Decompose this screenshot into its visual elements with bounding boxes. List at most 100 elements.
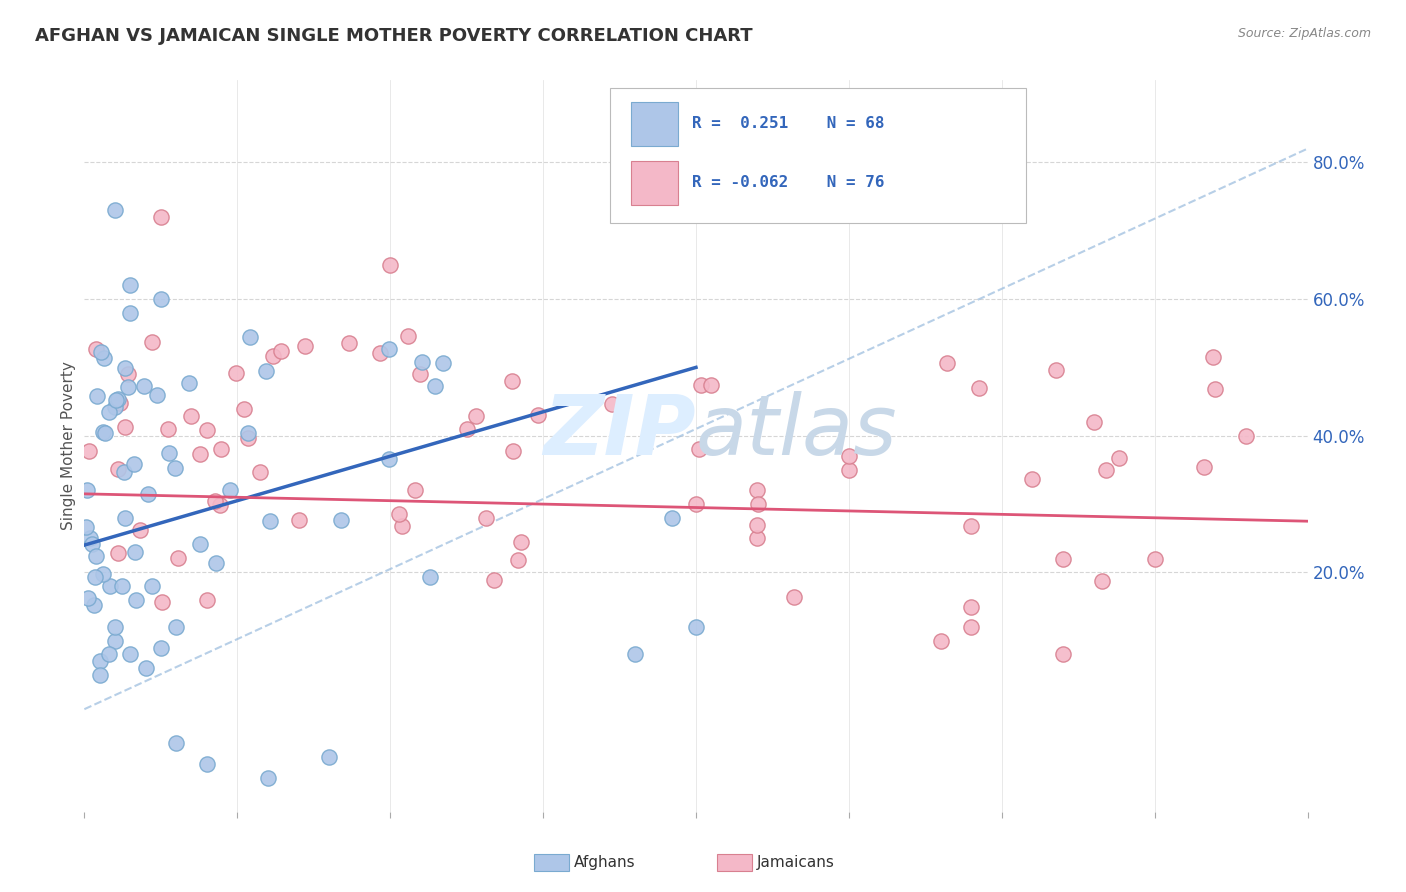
Point <box>699 378 721 392</box>
Point <box>84 549 107 563</box>
Text: ZIP: ZIP <box>543 391 696 472</box>
Point <box>337 336 360 351</box>
Point <box>1094 462 1116 476</box>
Point <box>204 494 226 508</box>
Point <box>208 499 231 513</box>
Point <box>136 487 159 501</box>
Point <box>84 343 107 357</box>
Point <box>107 546 129 560</box>
Point <box>129 523 152 537</box>
Point <box>105 392 128 407</box>
Point <box>747 517 769 532</box>
Point <box>1045 362 1067 376</box>
Point <box>111 578 134 592</box>
Point <box>77 444 100 458</box>
Point <box>1083 415 1105 429</box>
Point <box>747 531 769 545</box>
Point <box>1192 459 1215 474</box>
Point <box>378 452 401 467</box>
Point <box>104 203 127 218</box>
Point <box>257 771 280 785</box>
Point <box>190 537 212 551</box>
Point <box>165 620 187 634</box>
Point <box>157 422 180 436</box>
Point <box>98 404 121 418</box>
Point <box>419 569 441 583</box>
Point <box>195 423 218 437</box>
Point <box>456 422 478 436</box>
Point <box>195 756 218 771</box>
Point <box>929 633 952 648</box>
Text: Afghans: Afghans <box>574 855 636 870</box>
Point <box>960 620 983 634</box>
Point <box>104 633 127 648</box>
Point <box>661 511 683 525</box>
Point <box>380 258 402 272</box>
Point <box>527 408 550 422</box>
Point <box>90 345 112 359</box>
Point <box>149 640 172 655</box>
Point <box>502 374 524 388</box>
Point <box>77 591 100 605</box>
Point <box>838 463 860 477</box>
Point <box>150 595 173 609</box>
Point <box>219 483 242 497</box>
Point <box>1204 382 1226 396</box>
Point <box>838 449 860 463</box>
Point <box>108 395 131 409</box>
Point <box>236 432 259 446</box>
Point <box>262 350 284 364</box>
Point <box>225 367 247 381</box>
Point <box>104 400 127 414</box>
Point <box>464 409 486 423</box>
Point <box>117 380 139 394</box>
Point <box>114 361 136 376</box>
Point <box>195 593 218 607</box>
Point <box>411 354 433 368</box>
Point <box>114 420 136 434</box>
Text: Jamaicans: Jamaicans <box>756 855 834 870</box>
Point <box>104 620 127 634</box>
Point <box>404 483 426 497</box>
Point <box>89 668 111 682</box>
Point <box>232 402 254 417</box>
Point <box>239 330 262 344</box>
Point <box>1202 350 1225 364</box>
Point <box>149 210 172 224</box>
Point <box>370 346 392 360</box>
Point <box>79 532 101 546</box>
Point <box>98 579 121 593</box>
Point <box>1052 551 1074 566</box>
Point <box>236 425 259 440</box>
Point <box>259 514 281 528</box>
Point <box>409 367 432 381</box>
Point <box>432 355 454 369</box>
Point <box>86 389 108 403</box>
Point <box>318 750 340 764</box>
Point <box>329 513 352 527</box>
Point <box>1108 451 1130 466</box>
Point <box>388 507 411 521</box>
Point <box>391 519 413 533</box>
Point <box>288 513 311 527</box>
Point <box>747 497 769 511</box>
Point <box>165 460 187 475</box>
Point <box>423 379 446 393</box>
Point <box>76 483 98 497</box>
Point <box>177 376 200 390</box>
Point <box>1143 551 1166 566</box>
FancyBboxPatch shape <box>610 87 1026 223</box>
Point <box>146 388 169 402</box>
Point <box>165 736 187 750</box>
Point <box>685 620 707 634</box>
Point <box>600 397 623 411</box>
Point <box>125 592 148 607</box>
Point <box>396 329 419 343</box>
Point <box>254 364 277 378</box>
Point <box>249 465 271 479</box>
Bar <box>631 103 678 146</box>
Point <box>960 599 983 614</box>
Point <box>141 579 163 593</box>
Point <box>112 465 135 479</box>
Point <box>209 442 232 456</box>
